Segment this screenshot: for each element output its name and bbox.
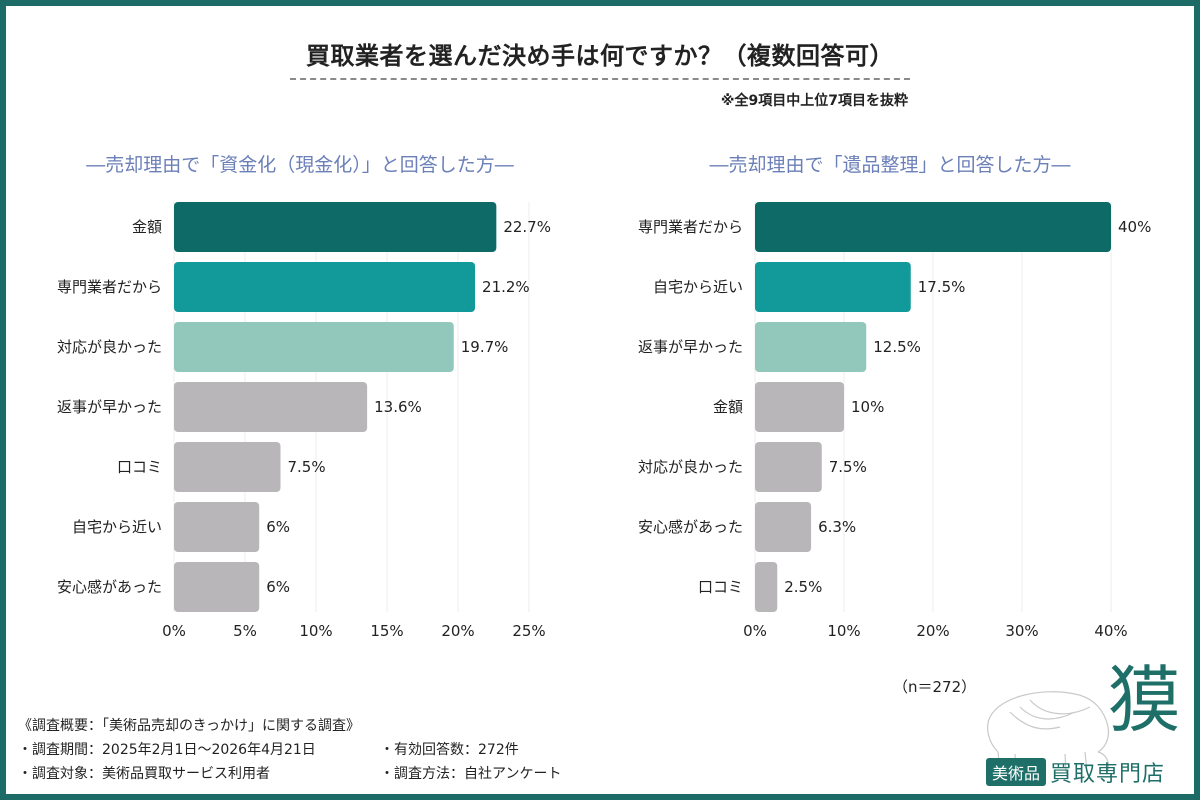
right-bar bbox=[755, 202, 1111, 252]
right-value-label: 12.5% bbox=[873, 338, 921, 356]
logo-name: 買取専門店 bbox=[1050, 762, 1166, 787]
right-tick-label: 30% bbox=[1005, 622, 1038, 640]
left-category-label: 返事が早かった bbox=[57, 398, 162, 416]
right-bar bbox=[755, 382, 844, 432]
title-divider bbox=[290, 78, 910, 80]
right-tick-label: 20% bbox=[916, 622, 949, 640]
left-category-label: 口コミ bbox=[117, 458, 162, 476]
left-category-label: 専門業者だから bbox=[57, 278, 162, 296]
right-value-label: 10% bbox=[851, 398, 884, 416]
survey-summary: 《調査概要：「美術品売却のきっかけ」に関する調査》 ・調査期間：2025年2月1… bbox=[18, 714, 561, 786]
survey-target: ・調査対象：美術品買取サービス利用者 bbox=[18, 766, 270, 782]
right-tick-label: 10% bbox=[827, 622, 860, 640]
left-tick-label: 5% bbox=[233, 622, 257, 640]
right-value-label: 40% bbox=[1118, 218, 1151, 236]
right-tick-label: 0% bbox=[743, 622, 767, 640]
right-category-label: 対応が良かった bbox=[638, 458, 743, 476]
survey-heading: 《調査概要：「美術品売却のきっかけ」に関する調査》 bbox=[18, 718, 361, 734]
left-value-label: 6% bbox=[266, 518, 290, 536]
right-category-label: 安心感があった bbox=[638, 518, 743, 536]
right-tick-label: 40% bbox=[1094, 622, 1127, 640]
excerpt-note: ※全9項目中上位7項目を抜粋 bbox=[720, 93, 908, 109]
left-chart-subtitle: ―売却理由で「資金化（現金化）」と回答した方― bbox=[86, 154, 514, 176]
left-category-label: 安心感があった bbox=[57, 578, 162, 596]
right-chart-subtitle: ―売却理由で「遺品整理」と回答した方― bbox=[709, 154, 1071, 176]
logo-text: 美術品 買取専門店 bbox=[986, 756, 1165, 788]
logo-kanji: 獏 bbox=[1108, 658, 1181, 742]
right-value-label: 17.5% bbox=[918, 278, 966, 296]
left-value-label: 21.2% bbox=[482, 278, 530, 296]
survey-responses: ・有効回答数：272件 bbox=[380, 742, 519, 758]
right-bar bbox=[755, 442, 822, 492]
left-category-label: 対応が良かった bbox=[57, 338, 162, 356]
right-category-label: 自宅から近い bbox=[653, 278, 743, 296]
right-value-label: 7.5% bbox=[829, 458, 867, 476]
left-bar bbox=[174, 202, 497, 252]
right-bar bbox=[755, 322, 867, 372]
right-category-label: 返事が早かった bbox=[638, 338, 743, 356]
left-bar bbox=[174, 262, 476, 312]
logo-badge: 美術品 bbox=[986, 758, 1047, 786]
right-value-label: 6.3% bbox=[818, 518, 856, 536]
right-category-label: 口コミ bbox=[698, 578, 743, 596]
survey-method: ・調査方法：自社アンケート bbox=[380, 766, 562, 782]
left-tick-label: 15% bbox=[370, 622, 403, 640]
page-title: 買取業者を選んだ決め手は何ですか？（複数回答可） bbox=[306, 42, 894, 70]
left-value-label: 6% bbox=[266, 578, 290, 596]
survey-period: ・調査期間：2025年2月1日〜2026年4月21日 bbox=[18, 742, 316, 758]
right-category-label: 専門業者だから bbox=[638, 218, 743, 236]
left-bar bbox=[174, 442, 281, 492]
left-tick-label: 20% bbox=[441, 622, 474, 640]
left-value-label: 22.7% bbox=[503, 218, 551, 236]
right-bar bbox=[755, 562, 778, 612]
left-category-label: 金額 bbox=[132, 218, 162, 236]
left-tick-label: 10% bbox=[299, 622, 332, 640]
left-bar bbox=[174, 382, 368, 432]
left-tick-label: 25% bbox=[512, 622, 545, 640]
right-bar bbox=[755, 262, 911, 312]
right-category-label: 金額 bbox=[713, 398, 743, 416]
left-tick-label: 0% bbox=[162, 622, 186, 640]
right-bar bbox=[755, 502, 812, 552]
sample-size: （n＝272） bbox=[893, 678, 977, 696]
left-bar bbox=[174, 502, 260, 552]
right-value-label: 2.5% bbox=[784, 578, 822, 596]
left-value-label: 13.6% bbox=[374, 398, 422, 416]
left-bar bbox=[174, 562, 260, 612]
left-bar bbox=[174, 322, 454, 372]
left-value-label: 7.5% bbox=[288, 458, 326, 476]
left-value-label: 19.7% bbox=[461, 338, 509, 356]
left-category-label: 自宅から近い bbox=[72, 518, 162, 536]
